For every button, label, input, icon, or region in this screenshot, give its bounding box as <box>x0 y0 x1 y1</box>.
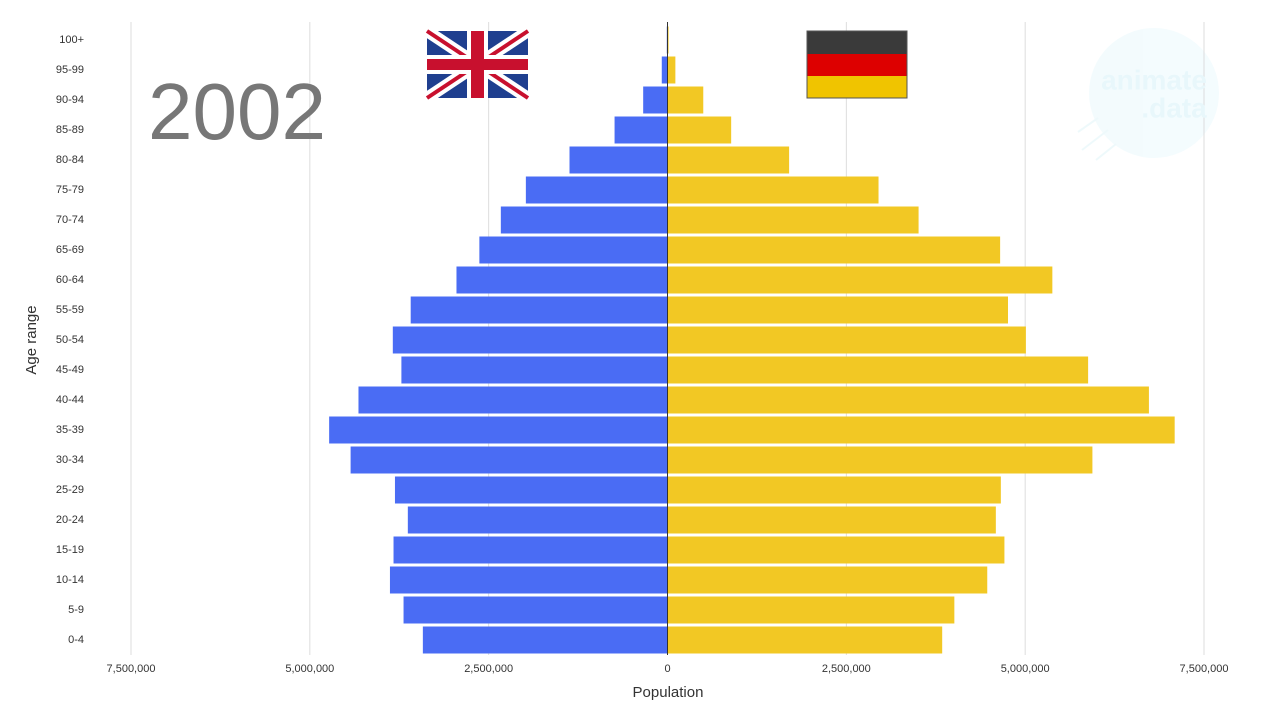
flag-part <box>471 31 484 98</box>
de-flag <box>806 30 908 99</box>
x-axis-label: Population <box>633 684 704 701</box>
bar <box>667 446 1093 474</box>
bar <box>667 596 955 624</box>
bar <box>667 266 1053 294</box>
y-tick-label: 100+ <box>59 34 84 46</box>
y-tick-label: 80-84 <box>56 154 84 166</box>
y-tick-label: 20-24 <box>56 514 84 526</box>
bar <box>614 116 668 144</box>
chart-title: 2002 <box>148 67 326 156</box>
y-tick-label: 70-74 <box>56 214 84 226</box>
bar <box>667 86 704 114</box>
watermark-line <box>1095 143 1117 161</box>
y-axis-label: Age range <box>23 305 40 374</box>
y-tick-label: 45-49 <box>56 364 84 376</box>
bar <box>667 386 1149 414</box>
bar <box>667 506 996 534</box>
bar <box>500 206 668 234</box>
bar <box>667 146 790 174</box>
uk-flag <box>423 26 532 103</box>
bar <box>358 386 668 414</box>
y-tick-label: 35-39 <box>56 424 84 436</box>
bar <box>407 506 668 534</box>
bar <box>667 566 988 594</box>
y-tick-label: 65-69 <box>56 244 84 256</box>
y-tick-label: 30-34 <box>56 454 84 466</box>
y-tick-label: 50-54 <box>56 334 84 346</box>
y-tick-label: 15-19 <box>56 544 84 556</box>
bar <box>667 356 1089 384</box>
x-tick-label: 7,500,000 <box>1180 663 1229 675</box>
y-tick-label: 10-14 <box>56 574 84 586</box>
watermark-circle <box>1089 28 1219 158</box>
y-tick-label: 0-4 <box>68 634 84 646</box>
bar <box>667 476 1001 504</box>
bar <box>643 86 668 114</box>
flag-border <box>806 30 908 99</box>
bar <box>667 26 669 54</box>
y-tick-label: 85-89 <box>56 124 84 136</box>
bar <box>329 416 668 444</box>
y-tick-label: 55-59 <box>56 304 84 316</box>
bar <box>410 296 668 324</box>
bar <box>661 56 668 84</box>
watermark-line <box>1081 129 1109 151</box>
bar <box>667 176 879 204</box>
bar <box>667 296 1008 324</box>
bar <box>667 56 676 84</box>
bar <box>667 206 919 234</box>
y-tick-label: 75-79 <box>56 184 84 196</box>
bar <box>392 326 668 354</box>
x-tick-label: 5,000,000 <box>285 663 334 675</box>
bar <box>350 446 668 474</box>
watermark <box>1077 28 1219 161</box>
x-tick-label: 2,500,000 <box>464 663 513 675</box>
y-tick-label: 40-44 <box>56 394 84 406</box>
y-tick-label: 90-94 <box>56 94 84 106</box>
x-tick-label: 7,500,000 <box>107 663 156 675</box>
bar <box>667 236 1001 264</box>
bar <box>479 236 668 264</box>
bar <box>667 626 943 654</box>
y-tick-label: 60-64 <box>56 274 84 286</box>
bar <box>389 566 668 594</box>
bar <box>422 626 668 654</box>
watermark-line <box>1077 117 1099 133</box>
watermark-text: .data <box>1141 92 1207 123</box>
x-tick-label: 5,000,000 <box>1001 663 1050 675</box>
bar <box>667 326 1026 354</box>
x-tick-label: 2,500,000 <box>822 663 871 675</box>
y-tick-label: 95-99 <box>56 64 84 76</box>
bar <box>456 266 668 294</box>
bar <box>569 146 668 174</box>
flag-part <box>807 31 907 54</box>
flag-part <box>807 54 907 76</box>
x-tick-label: 0 <box>664 663 670 675</box>
bar <box>394 476 668 504</box>
bar <box>401 356 668 384</box>
bar <box>667 536 1005 564</box>
y-tick-label: 5-9 <box>68 604 84 616</box>
flag-part <box>807 76 907 98</box>
bar <box>403 596 668 624</box>
watermark-text: animate <box>1101 64 1207 95</box>
bar <box>667 416 1175 444</box>
bar <box>525 176 668 204</box>
bar <box>393 536 668 564</box>
y-tick-label: 25-29 <box>56 484 84 496</box>
bar <box>667 116 732 144</box>
